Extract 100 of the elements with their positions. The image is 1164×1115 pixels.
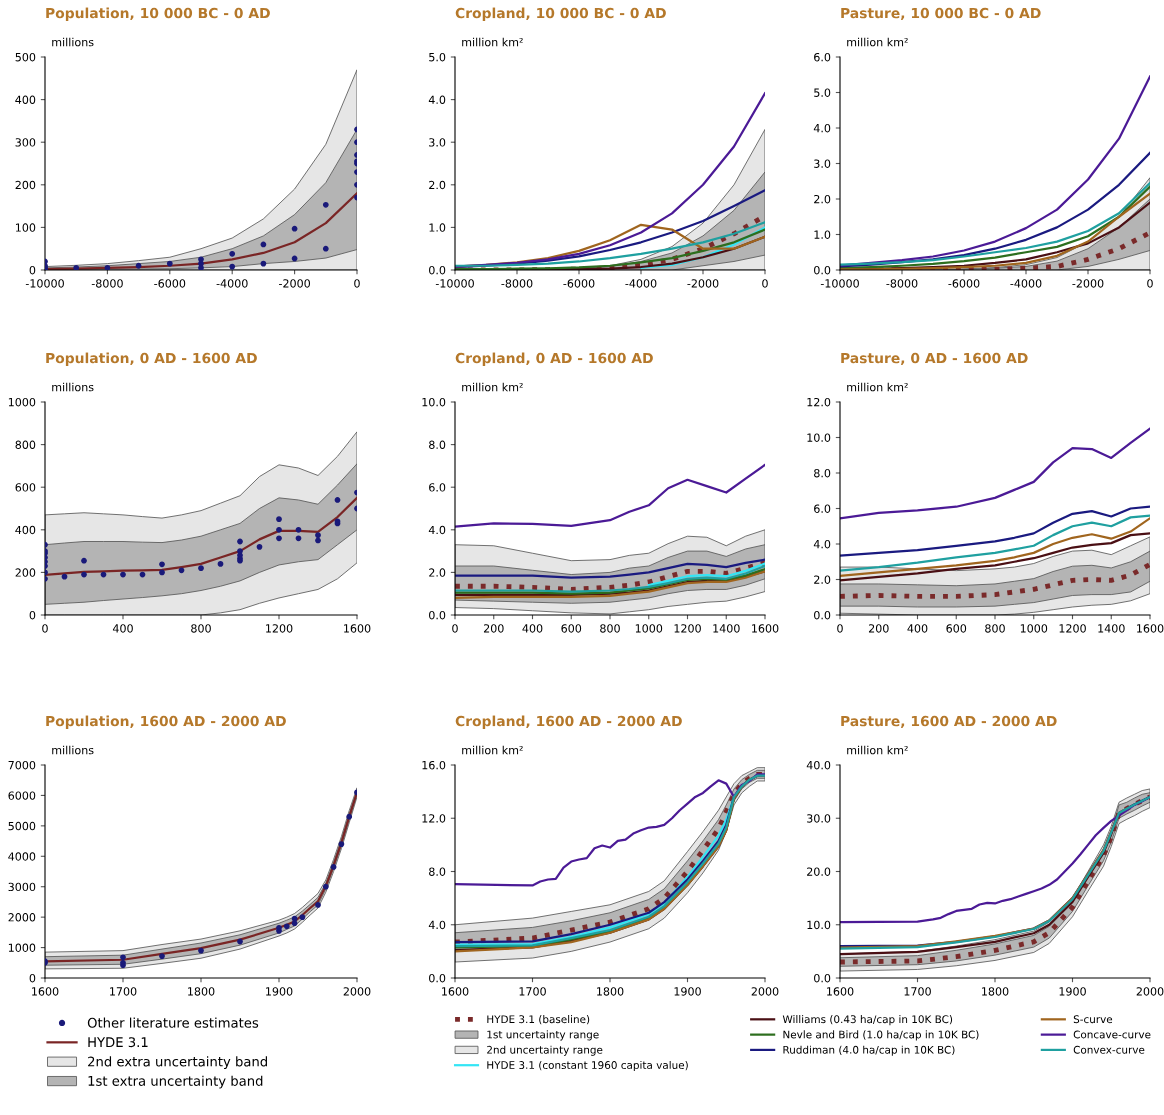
x-tick-label: 1000 — [635, 624, 663, 633]
y-tick-label: 0.0 — [814, 610, 831, 620]
x-tick-label: 1200 — [266, 624, 293, 633]
x-tick-label: -6000 — [154, 279, 186, 288]
y-tick-label: 2.0 — [429, 180, 446, 190]
y-tick-label: 4.0 — [428, 920, 446, 930]
x-tick-label: 0 — [42, 624, 48, 633]
x-tick-label: 1600 — [32, 987, 59, 996]
y-tick-label: 3.0 — [429, 138, 446, 147]
legend-label: HYDE 3.1 — [88, 1037, 148, 1048]
y-tick-label: 0.0 — [814, 973, 831, 983]
chart-title: Pasture, 1600 AD - 2000 AD — [841, 715, 1057, 729]
x-tick-label: 0 — [1147, 279, 1153, 288]
x-tick-label: -6000 — [948, 279, 980, 288]
y-tick-label: 0 — [29, 265, 36, 275]
x-tick-label: 1800 — [597, 987, 624, 996]
y-tick-label: 2.0 — [814, 575, 831, 584]
x-tick-label: 1800 — [982, 987, 1009, 996]
legend-label: 1st uncertainty range — [487, 1030, 599, 1041]
x-tick-label: -2000 — [279, 279, 311, 288]
x-tick-label: -10000 — [25, 279, 64, 288]
x-tick-label: 1600 — [752, 624, 779, 633]
y-tick-label: 200 — [15, 568, 36, 577]
legend-label: 2nd extra uncertainty band — [88, 1056, 267, 1070]
y-tick-label: 4.0 — [428, 95, 446, 104]
x-tick-label: 1600 — [442, 987, 469, 996]
y-tick-label: 10.0 — [422, 397, 446, 407]
y-tick-label: 0.0 — [814, 265, 831, 275]
x-tick-label: -8000 — [91, 279, 123, 288]
x-tick-label: 2000 — [343, 987, 371, 996]
y-tick-label: 30.0 — [807, 814, 831, 823]
x-tick-label: -4000 — [625, 279, 657, 288]
y-tick-label: 7000 — [8, 760, 36, 770]
x-tick-label: 800 — [600, 624, 620, 633]
legend-label: 2nd uncertainty range — [487, 1045, 603, 1056]
y-tick-label: 2000 — [8, 913, 36, 922]
y-axis-title: million km² — [847, 745, 908, 755]
x-tick-label: 2000 — [751, 987, 779, 996]
y-tick-label: 0.0 — [429, 973, 446, 983]
y-tick-label: 8.0 — [429, 867, 446, 876]
y-tick-label: 0 — [29, 610, 36, 620]
y-tick-label: 6000 — [8, 791, 36, 800]
y-tick-label: 500 — [15, 52, 36, 62]
y-axis-title: millions — [52, 745, 94, 755]
chart-title: Population, 0 AD - 1600 AD — [46, 352, 257, 366]
x-tick-label: 1800 — [188, 987, 215, 996]
y-tick-label: 2.0 — [429, 568, 446, 577]
x-tick-label: -6000 — [563, 279, 595, 288]
x-tick-label: 1600 — [1137, 624, 1164, 633]
y-tick-label: 8.0 — [814, 468, 831, 478]
x-tick-label: 1200 — [1059, 624, 1086, 633]
y-tick-label: 2.0 — [814, 194, 831, 204]
y-tick-label: 0.0 — [429, 265, 446, 275]
legend-label: Convex-curve — [1073, 1045, 1145, 1054]
y-tick-label: 4.0 — [428, 525, 446, 535]
chart-title: Pasture, 10 000 BC - 0 AD — [841, 7, 1041, 21]
x-tick-label: 200 — [868, 624, 889, 633]
y-tick-label: 3000 — [8, 882, 36, 892]
y-tick-label: 10.0 — [807, 920, 831, 930]
x-tick-label: 1600 — [827, 987, 854, 996]
x-tick-label: -4000 — [1010, 279, 1042, 288]
y-axis-title: millions — [52, 37, 94, 47]
y-axis-title: million km² — [847, 37, 908, 47]
x-tick-label: 1900 — [1059, 987, 1086, 996]
chart-title: Population, 1600 AD - 2000 AD — [46, 715, 286, 729]
x-tick-label: -8000 — [886, 279, 918, 288]
x-tick-label: 1900 — [674, 987, 701, 996]
x-tick-label: -2000 — [1072, 279, 1104, 288]
y-tick-label: 4.0 — [813, 539, 831, 549]
x-tick-label: 1900 — [266, 987, 293, 996]
y-tick-label: 4000 — [8, 852, 36, 861]
y-tick-label: 200 — [15, 180, 36, 190]
x-tick-label: 1400 — [1098, 624, 1125, 633]
y-tick-label: 1000 — [8, 943, 36, 952]
x-tick-label: 800 — [191, 624, 211, 633]
y-tick-label: 4.0 — [813, 123, 831, 133]
x-tick-label: 1000 — [1020, 624, 1048, 633]
y-tick-label: 12.0 — [807, 397, 831, 407]
x-tick-label: 800 — [985, 624, 1005, 633]
y-axis-title: million km² — [847, 382, 908, 392]
legend-label: HYDE 3.1 (baseline) — [487, 1015, 590, 1025]
y-tick-label: 300 — [15, 138, 36, 147]
x-tick-label: 1700 — [519, 987, 546, 996]
y-tick-label: 3.0 — [814, 159, 831, 168]
legend-label: Williams (0.43 ha/cap in 10K BC) — [782, 1015, 953, 1026]
y-axis-title: million km² — [462, 745, 523, 755]
x-tick-label: 0 — [837, 624, 843, 633]
y-tick-label: 400 — [15, 95, 36, 104]
y-tick-label: 10.0 — [807, 433, 831, 442]
x-tick-label: 1400 — [713, 624, 740, 633]
x-tick-label: 600 — [946, 624, 967, 633]
y-tick-label: 16.0 — [422, 760, 446, 770]
y-tick-label: 20.0 — [807, 867, 831, 876]
y-tick-label: 600 — [15, 483, 36, 492]
y-tick-label: 1.0 — [429, 223, 446, 232]
y-tick-label: 100 — [15, 223, 36, 232]
x-tick-label: -10000 — [435, 279, 474, 288]
legend-label: HYDE 3.1 (constant 1960 capita value) — [487, 1060, 688, 1072]
y-tick-label: 5000 — [8, 821, 36, 831]
x-tick-label: 1700 — [110, 987, 137, 996]
